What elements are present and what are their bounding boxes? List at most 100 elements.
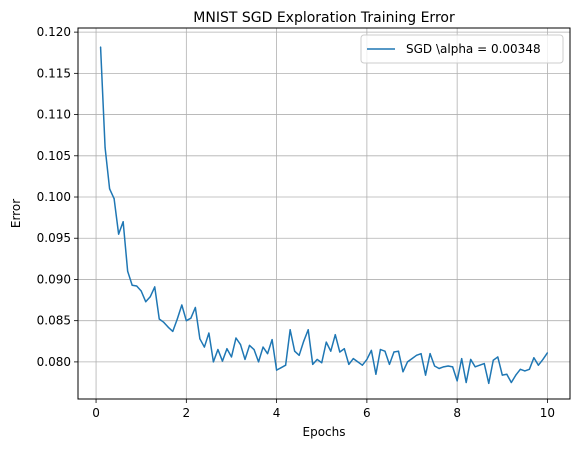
data-point	[99, 46, 102, 48]
y-tick-label: 0.090	[37, 272, 71, 286]
data-point	[158, 318, 160, 320]
data-point	[429, 353, 431, 355]
data-point	[194, 306, 196, 309]
data-point	[375, 373, 377, 375]
data-point	[149, 296, 151, 298]
data-point	[325, 341, 327, 343]
series-line	[99, 46, 549, 385]
data-point	[131, 284, 133, 286]
data-point	[388, 363, 391, 365]
data-point	[127, 270, 129, 272]
data-point	[397, 350, 400, 352]
y-axis: 0.080 0.085 0.090 0.095 0.100 0.105 0.110 0.115…	[37, 25, 78, 369]
data-point	[515, 374, 517, 376]
data-point	[497, 356, 499, 358]
data-point	[316, 358, 318, 361]
x-tick-label: 2	[183, 406, 191, 420]
data-point	[276, 369, 278, 371]
y-axis-title: Error	[9, 199, 23, 228]
data-point	[393, 351, 395, 353]
data-point	[339, 351, 341, 353]
data-point	[519, 368, 521, 370]
data-point	[465, 381, 467, 384]
data-point	[492, 359, 494, 361]
data-point	[163, 321, 165, 323]
data-point	[402, 371, 404, 373]
data-point	[343, 348, 345, 350]
x-axis-title: Epochs	[303, 425, 346, 439]
data-point	[257, 361, 260, 363]
data-point	[433, 365, 436, 367]
data-point	[334, 334, 336, 336]
data-point	[420, 353, 422, 355]
data-point	[483, 362, 485, 365]
data-point	[474, 366, 476, 368]
data-point	[379, 348, 382, 351]
data-point	[235, 337, 237, 339]
data-point	[104, 146, 106, 149]
data-point	[443, 366, 445, 368]
data-point	[172, 330, 174, 332]
data-point	[253, 348, 255, 351]
data-point	[185, 320, 187, 322]
x-tick-label: 0	[92, 406, 100, 420]
data-point	[470, 358, 472, 361]
data-point	[140, 290, 142, 292]
data-point	[181, 304, 183, 306]
data-point	[289, 329, 291, 331]
data-point	[361, 364, 363, 366]
data-point	[348, 363, 350, 365]
data-point	[145, 301, 147, 303]
data-point	[537, 364, 540, 366]
data-point	[239, 343, 242, 346]
data-point	[266, 353, 269, 355]
data-point	[312, 363, 314, 365]
data-point	[226, 348, 228, 350]
y-tick-label: 0.100	[37, 190, 71, 204]
data-point	[136, 285, 138, 287]
data-point	[461, 358, 463, 360]
data-point	[208, 332, 210, 334]
plot-frame	[77, 27, 571, 400]
data-point	[384, 350, 386, 352]
x-tick-label: 8	[453, 406, 461, 420]
x-tick-label: 10	[540, 406, 555, 420]
data-point	[285, 364, 287, 366]
data-point	[118, 233, 120, 235]
data-point	[280, 367, 282, 369]
data-point	[424, 374, 427, 376]
data-point	[366, 358, 368, 361]
data-point	[411, 358, 413, 360]
chart-title: MNIST SGD Exploration Training Error	[193, 10, 455, 26]
y-tick-label: 0.085	[37, 314, 71, 328]
y-tick-label: 0.095	[37, 231, 71, 245]
data-point	[212, 361, 215, 363]
y-tick-label: 0.110	[37, 108, 71, 122]
data-point	[357, 361, 359, 363]
data-point	[479, 364, 481, 366]
data-point	[533, 357, 535, 359]
x-axis: 0 2 4 6 8 10	[92, 399, 555, 420]
data-point	[352, 358, 354, 360]
data-point	[244, 358, 246, 361]
x-tick-label: 4	[273, 406, 281, 420]
data-point	[248, 344, 251, 347]
data-point	[524, 370, 526, 372]
grid	[78, 28, 570, 399]
data-point	[154, 286, 156, 288]
data-point	[330, 350, 332, 352]
series-layer	[99, 46, 549, 385]
data-point	[438, 367, 440, 370]
data-point	[167, 326, 169, 328]
data-point	[217, 348, 219, 351]
data-point	[298, 354, 300, 356]
data-point	[501, 374, 503, 376]
data-point	[262, 346, 264, 348]
legend-box	[360, 34, 564, 64]
data-point	[447, 365, 449, 367]
data-point	[203, 346, 205, 348]
legend: SGD \alpha = 0.00348	[360, 34, 564, 64]
data-point	[506, 373, 508, 375]
